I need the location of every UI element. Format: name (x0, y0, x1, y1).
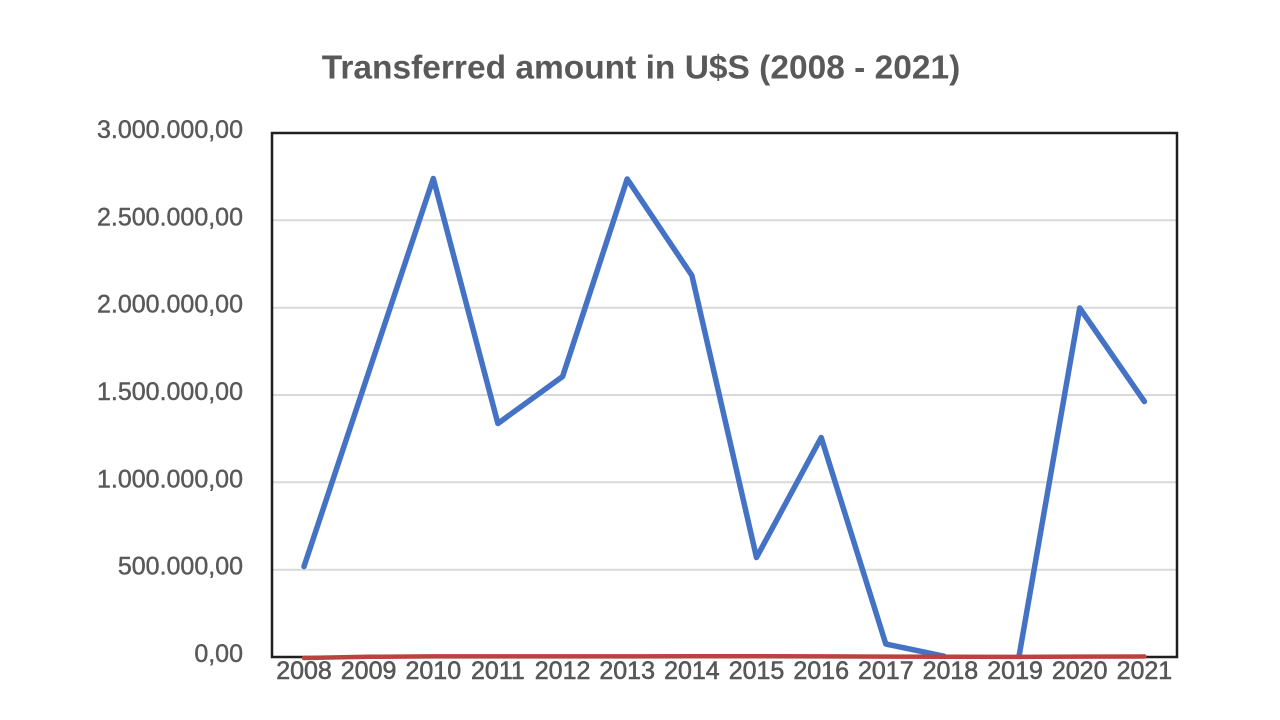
svg-text:2009: 2009 (341, 657, 397, 685)
svg-text:2018: 2018 (923, 657, 979, 685)
svg-text:1.000.000,00: 1.000.000,00 (97, 465, 243, 493)
svg-text:2.000.000,00: 2.000.000,00 (97, 291, 243, 319)
svg-text:1.500.000,00: 1.500.000,00 (97, 378, 243, 406)
svg-text:2.500.000,00: 2.500.000,00 (97, 203, 243, 231)
svg-text:Transferred amount in U$S (200: Transferred amount in U$S (2008 - 2021) (322, 50, 961, 87)
svg-text:2010: 2010 (405, 657, 461, 685)
svg-text:2008: 2008 (276, 657, 332, 685)
svg-text:2021: 2021 (1117, 657, 1173, 685)
svg-text:2016: 2016 (793, 657, 849, 685)
svg-text:500.000,00: 500.000,00 (118, 553, 243, 581)
svg-text:2012: 2012 (535, 657, 591, 685)
svg-text:2011: 2011 (471, 657, 525, 685)
svg-text:2013: 2013 (599, 657, 655, 685)
svg-text:0,00: 0,00 (194, 640, 243, 668)
svg-text:2015: 2015 (729, 657, 785, 685)
svg-text:2019: 2019 (987, 657, 1043, 685)
svg-text:2020: 2020 (1052, 657, 1108, 685)
svg-text:3.000.000,00: 3.000.000,00 (97, 116, 243, 144)
svg-text:2014: 2014 (664, 657, 720, 685)
svg-text:2017: 2017 (858, 657, 914, 685)
